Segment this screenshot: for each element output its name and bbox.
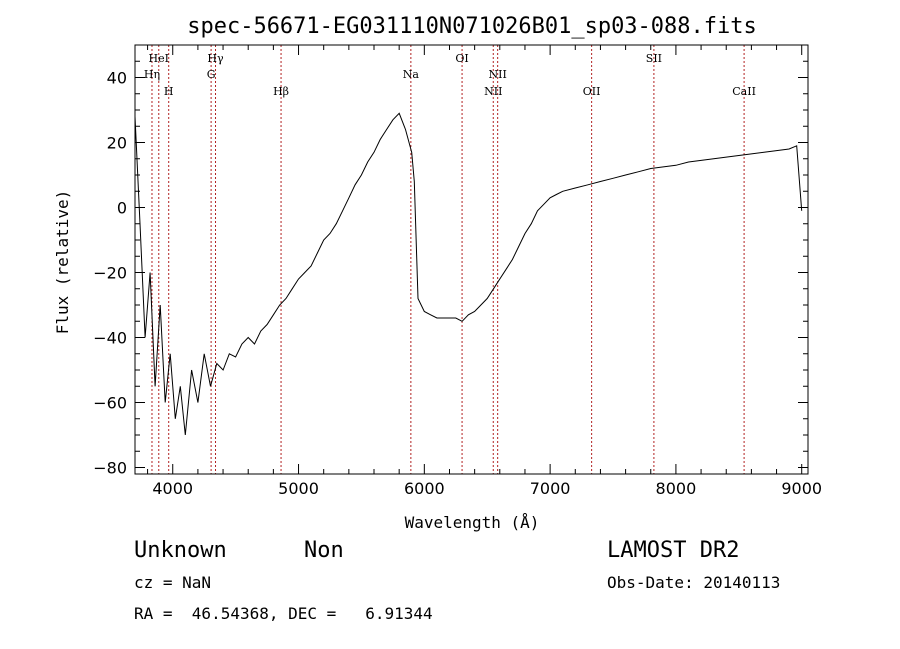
y-tick-label-1: −60 xyxy=(93,394,127,413)
y-tick-label-0: −80 xyxy=(93,459,127,478)
line-label-10: OII xyxy=(583,85,601,98)
y-tick-label-4: 0 xyxy=(117,199,127,218)
line-label-9: NII xyxy=(489,68,507,81)
object-type: Unknown xyxy=(134,538,227,563)
chart-title: spec-56671-EG031110N071026B01_sp03-088.f… xyxy=(187,14,757,39)
line-label-11: SII xyxy=(646,52,662,65)
x-tick-label-2: 6000 xyxy=(404,479,445,498)
x-tick-label-3: 7000 xyxy=(530,479,571,498)
line-label-8: NII xyxy=(484,85,502,98)
spectral-line-labels: Hη HeI H Hγ G Hβ Na OI NII NII OII SII CaII xyxy=(144,52,756,98)
survey-name: LAMOST DR2 xyxy=(607,538,740,563)
x-tick-label-1: 5000 xyxy=(278,479,319,498)
line-label-5: Hβ xyxy=(273,85,289,98)
line-label-4: G xyxy=(207,68,216,81)
coordinates: RA = 46.54368, DEC = 6.91344 xyxy=(134,604,433,623)
line-label-2: H xyxy=(164,85,174,98)
x-axis-label: Wavelength (Å) xyxy=(405,513,540,532)
x-tick-label-0: 4000 xyxy=(152,479,193,498)
line-label-3: Hγ xyxy=(207,52,224,65)
y-tick-label-3: −20 xyxy=(93,264,127,283)
redshift-value: cz = NaN xyxy=(134,573,212,592)
spectrum-line xyxy=(134,112,803,436)
object-subclass: Non xyxy=(304,538,344,563)
line-label-12: CaII xyxy=(732,85,756,98)
y-tick-label-5: 20 xyxy=(107,134,127,153)
y-tick-label-2: −40 xyxy=(93,329,127,348)
obs-date: Obs-Date: 20140113 xyxy=(607,573,781,592)
spectral-line-markers xyxy=(151,45,745,474)
plot-frame xyxy=(134,44,809,475)
y-tick-label-6: 40 xyxy=(107,69,127,88)
x-tick-label-5: 9000 xyxy=(781,479,822,498)
x-tick-label-4: 8000 xyxy=(656,479,697,498)
axis-ticks: 4000 5000 6000 7000 8000 9000 −80 −60 −40 −20 0 20 4… xyxy=(93,45,822,498)
line-label-0: Hη xyxy=(144,68,160,81)
y-axis-label: Flux (relative) xyxy=(53,190,72,335)
line-label-1: HeI xyxy=(149,52,169,65)
line-label-7: OI xyxy=(455,52,468,65)
line-label-6: Na xyxy=(403,68,420,81)
